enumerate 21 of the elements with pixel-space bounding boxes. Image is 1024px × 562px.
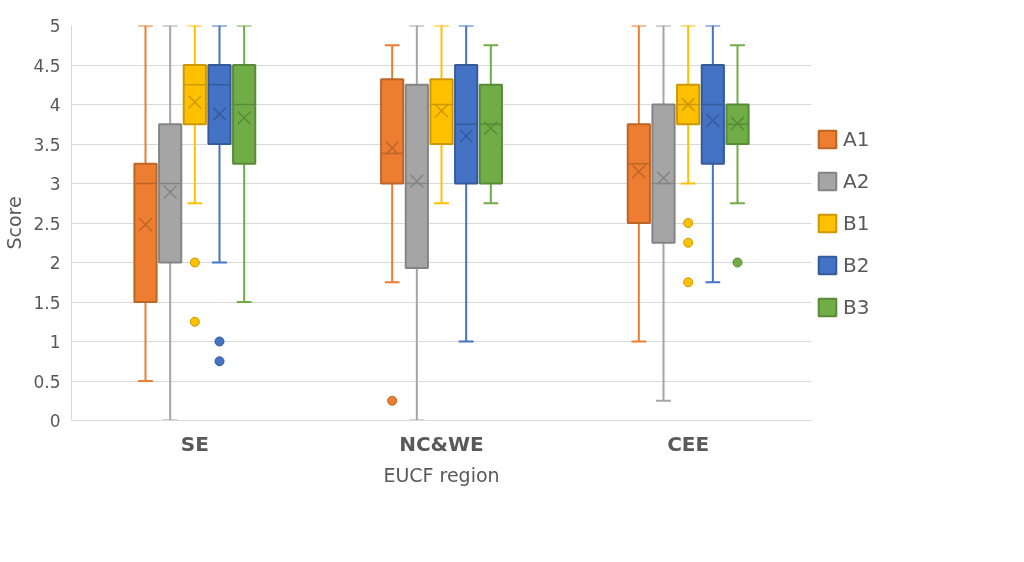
x-axis-title: EUCF region <box>383 463 500 486</box>
legend-label: B2 <box>843 252 871 277</box>
legend-label: A2 <box>843 168 871 193</box>
y-tick-label: 1 <box>49 332 61 352</box>
y-tick-label: 3 <box>49 174 61 194</box>
legend-label: B1 <box>843 210 871 235</box>
y-tick-label: 2.5 <box>33 213 61 234</box>
x-tick-label: CEE <box>667 431 710 456</box>
y-tick-label: 4.5 <box>33 55 61 76</box>
y-tick-label: 5 <box>49 16 61 36</box>
y-axis-title: Score <box>3 196 26 250</box>
y-tick-label: 2 <box>49 253 61 273</box>
legend-label: A1 <box>843 126 871 151</box>
y-tick-label: 1.5 <box>33 292 61 313</box>
y-tick-label: 0 <box>49 411 61 431</box>
x-tick-label: NC&WE <box>399 431 484 456</box>
y-tick-label: 3.5 <box>33 134 61 155</box>
y-tick-label: 4 <box>49 95 61 115</box>
x-tick-label: SE <box>180 431 209 456</box>
y-tick-label: 0.5 <box>33 371 61 392</box>
legend-label: B3 <box>843 294 871 319</box>
